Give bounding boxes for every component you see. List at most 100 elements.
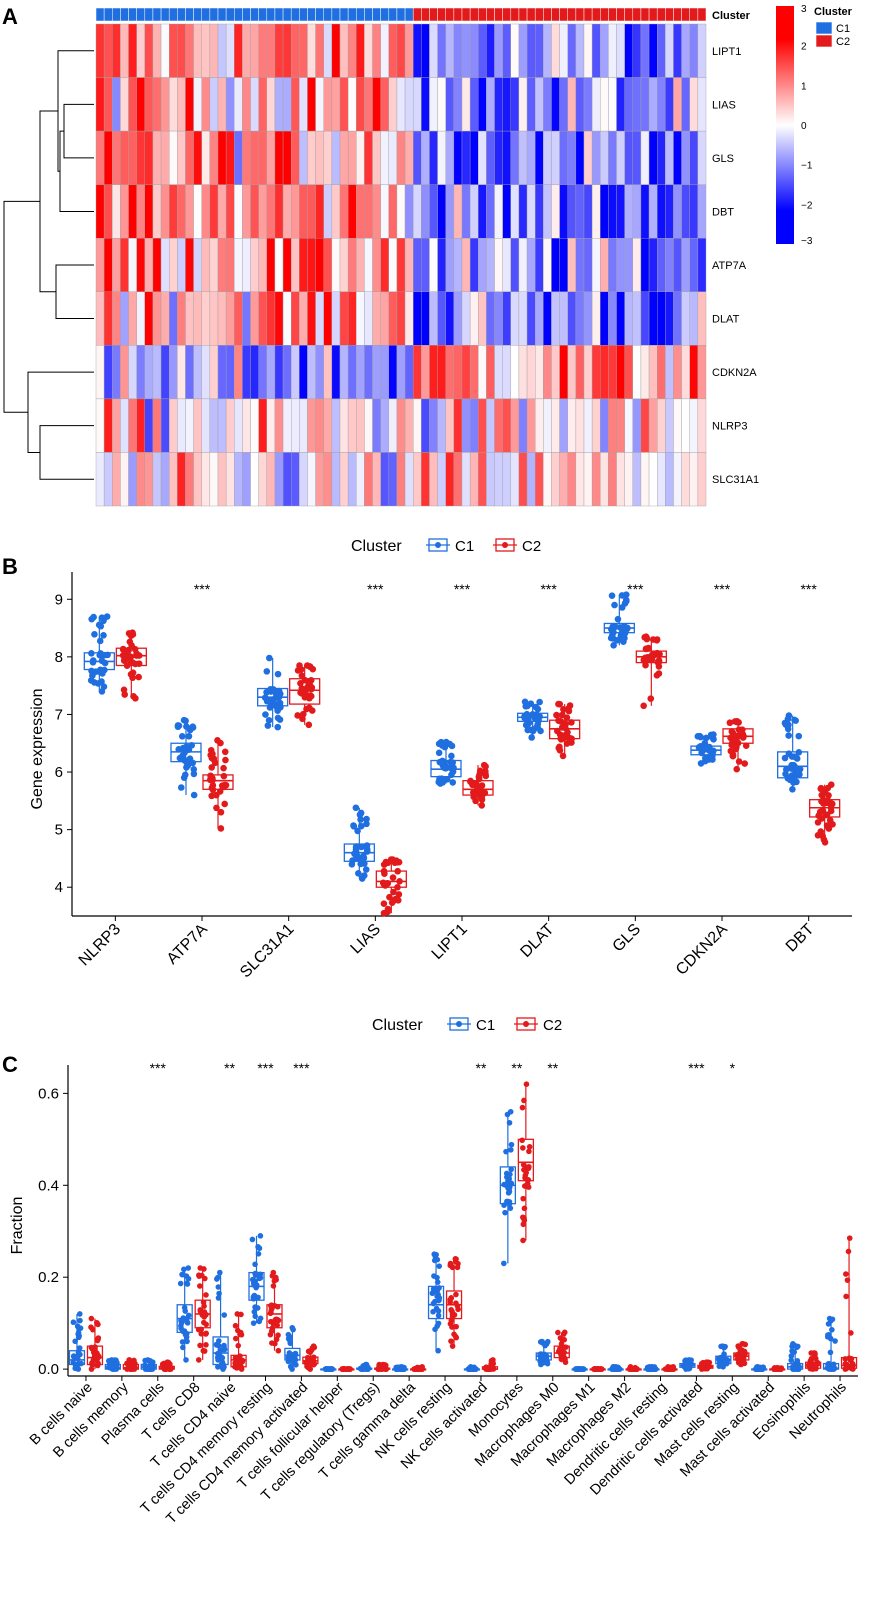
heatmap-cell [502, 452, 511, 507]
data-point [449, 1264, 456, 1271]
cluster-annotation-cell [632, 7, 642, 22]
significance-label: ** [511, 1060, 522, 1076]
heatmap-cell [404, 291, 414, 346]
box-c2 [289, 678, 321, 705]
data-point [523, 1167, 529, 1173]
box-c1 [212, 1336, 229, 1366]
data-point [506, 1119, 513, 1126]
heatmap-cell [258, 130, 267, 185]
data-point [357, 810, 364, 818]
heatmap-cell [640, 184, 650, 239]
heatmap-cell [526, 291, 536, 346]
heatmap-cell [640, 345, 650, 400]
heatmap-cell [632, 291, 642, 346]
heatmap-cell [616, 398, 625, 453]
cluster-annotation-cell [103, 7, 113, 22]
data-point [265, 716, 273, 724]
heatmap-cell [372, 345, 381, 400]
heatmap-cell [331, 291, 341, 346]
data-point [219, 1355, 226, 1361]
heatmap-cell [347, 184, 357, 239]
data-point [448, 1306, 454, 1313]
heatmap-cell [681, 77, 690, 132]
data-point [449, 779, 457, 786]
heatmap-cell [567, 452, 577, 507]
heatmap-cell [112, 345, 121, 400]
data-point [217, 825, 225, 832]
heatmap-cell [274, 130, 284, 185]
heatmap-cell [413, 238, 422, 292]
data-point [238, 1311, 244, 1318]
heatmap-cell [323, 238, 333, 292]
heatmap-cell [128, 291, 137, 346]
heatmap-cell [404, 184, 414, 239]
heatmap-cell [217, 130, 227, 185]
heatmap-cell [274, 77, 284, 132]
heatmap-cell [624, 77, 634, 132]
heatmap-cell [518, 184, 528, 239]
cluster-annotation-cell [339, 7, 349, 22]
heatmap-cell [421, 291, 430, 346]
data-point [478, 796, 486, 803]
heatmap-cell [291, 398, 300, 453]
heatmap-cell [201, 184, 211, 239]
data-point [553, 711, 560, 719]
heatmap-cell [152, 398, 162, 453]
data-point [217, 739, 224, 747]
heatmap-cell [185, 184, 194, 239]
heatmap-cell [681, 291, 690, 346]
data-point [526, 1148, 532, 1155]
heatmap-cell [112, 398, 121, 453]
data-point [254, 1305, 261, 1311]
heatmap-cell [347, 291, 357, 346]
legend-swatch-c2 [815, 34, 833, 48]
dendrogram-branch [27, 371, 94, 453]
heatmap-cell [478, 452, 487, 507]
data-point [130, 692, 137, 700]
heatmap-cell [600, 77, 609, 132]
heatmap-cell [372, 238, 381, 292]
heatmap-cell [543, 345, 552, 400]
heatmap-cell [323, 291, 333, 346]
data-point [357, 860, 364, 868]
heatmap-cell [250, 23, 259, 78]
data-point [203, 1321, 209, 1328]
dendrogram-branch [63, 103, 94, 159]
data-point [705, 1359, 711, 1366]
heatmap-cell [510, 23, 520, 78]
heatmap-cell [380, 130, 389, 185]
data-point [686, 1358, 692, 1364]
data-point [273, 1336, 280, 1343]
data-point [540, 1360, 546, 1366]
data-point [526, 1144, 533, 1150]
data-point [91, 630, 98, 638]
box-c1 [284, 1347, 301, 1361]
heatmap-cell [413, 130, 422, 185]
data-point [362, 866, 370, 873]
data-point [305, 721, 313, 729]
cluster-annotation-cell [665, 7, 674, 22]
data-point [221, 1312, 228, 1318]
heatmap-cell [689, 184, 699, 239]
heatmap-cell [437, 291, 446, 346]
data-point [785, 732, 792, 739]
heatmap-cell [608, 452, 617, 507]
data-point [255, 1251, 262, 1257]
heatmap-cell [128, 23, 137, 78]
heatmap-cell [339, 130, 349, 185]
heatmap-cell [673, 398, 682, 453]
data-point [96, 637, 104, 645]
heatmap-cell [177, 23, 186, 78]
data-point [357, 822, 365, 830]
heatmap-cell [266, 452, 276, 507]
data-point [846, 1235, 853, 1241]
heatmap-cell [632, 130, 642, 185]
heatmap-cell [697, 452, 707, 507]
heatmap-cell [640, 238, 650, 292]
heatmap-cell [364, 452, 373, 507]
heatmap-cell [453, 77, 463, 132]
data-point [189, 759, 197, 767]
data-point [395, 891, 403, 898]
heatmap-cell [209, 130, 219, 185]
